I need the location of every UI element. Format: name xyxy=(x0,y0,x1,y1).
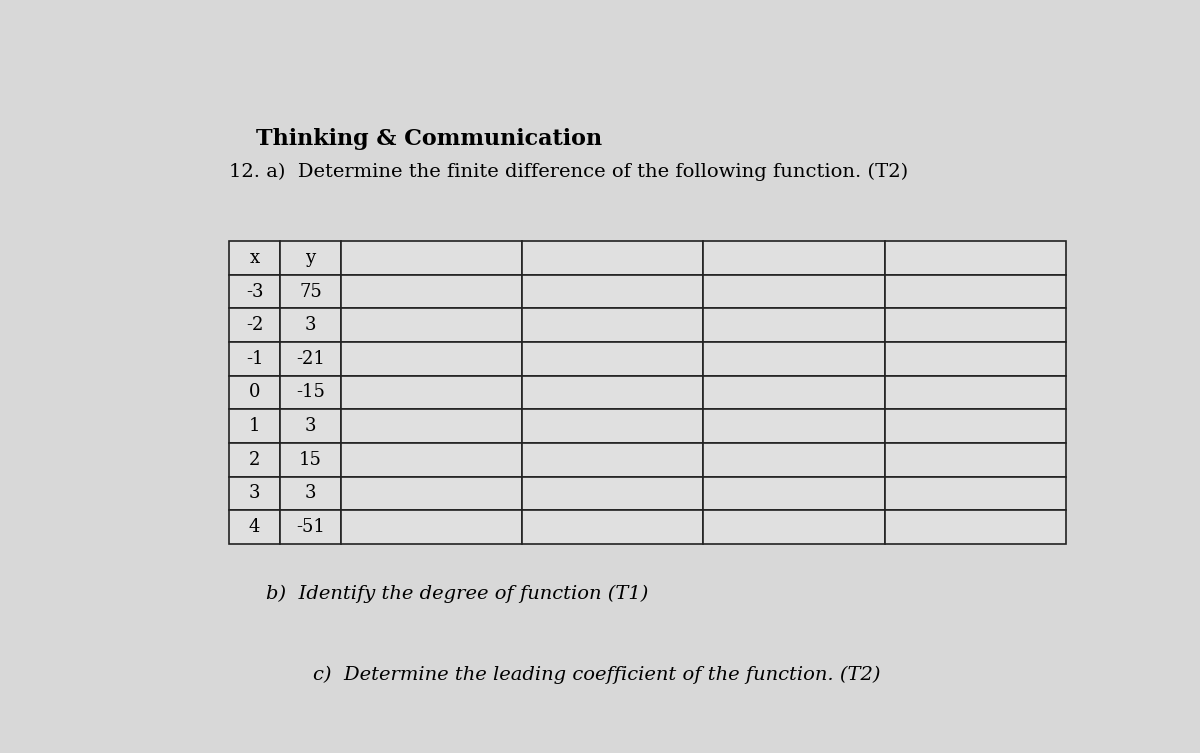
Text: b)  Identify the degree of function (T1): b) Identify the degree of function (T1) xyxy=(266,584,649,602)
Bar xyxy=(229,477,281,510)
Bar xyxy=(281,241,341,275)
Text: -3: -3 xyxy=(246,282,263,300)
Bar xyxy=(229,342,281,376)
Bar xyxy=(341,477,522,510)
Bar xyxy=(703,443,884,477)
Bar xyxy=(522,241,703,275)
Bar xyxy=(884,443,1066,477)
Bar xyxy=(229,443,281,477)
Text: 3: 3 xyxy=(305,484,316,502)
Bar xyxy=(281,477,341,510)
Text: 12. a)  Determine the finite difference of the following function. (T2): 12. a) Determine the finite difference o… xyxy=(229,163,908,181)
Bar xyxy=(229,275,281,309)
Bar xyxy=(341,376,522,410)
Bar xyxy=(341,443,522,477)
Bar xyxy=(281,410,341,443)
Text: x: x xyxy=(250,249,259,267)
Bar xyxy=(229,309,281,342)
Bar xyxy=(522,477,703,510)
Bar xyxy=(884,376,1066,410)
Bar xyxy=(884,241,1066,275)
Bar xyxy=(522,376,703,410)
Bar xyxy=(281,309,341,342)
Bar xyxy=(703,309,884,342)
Bar xyxy=(703,241,884,275)
Bar xyxy=(229,410,281,443)
Bar xyxy=(703,510,884,544)
Bar xyxy=(341,410,522,443)
Bar xyxy=(522,275,703,309)
Bar xyxy=(522,443,703,477)
Bar xyxy=(522,342,703,376)
Bar xyxy=(703,477,884,510)
Bar xyxy=(341,275,522,309)
Bar xyxy=(884,510,1066,544)
Bar xyxy=(281,443,341,477)
Text: 3: 3 xyxy=(305,417,316,435)
Bar xyxy=(229,510,281,544)
Bar xyxy=(281,275,341,309)
Text: 75: 75 xyxy=(299,282,322,300)
Bar xyxy=(341,342,522,376)
Bar xyxy=(341,309,522,342)
Text: -1: -1 xyxy=(246,350,263,367)
Bar xyxy=(281,510,341,544)
Text: 3: 3 xyxy=(305,316,316,334)
Bar xyxy=(884,309,1066,342)
Text: -15: -15 xyxy=(296,383,325,401)
Text: 1: 1 xyxy=(248,417,260,435)
Text: -2: -2 xyxy=(246,316,263,334)
Text: -21: -21 xyxy=(296,350,325,367)
Bar xyxy=(281,376,341,410)
Text: 2: 2 xyxy=(248,451,260,468)
Bar xyxy=(884,410,1066,443)
Bar xyxy=(703,376,884,410)
Text: c)  Determine the leading coefficient of the function. (T2): c) Determine the leading coefficient of … xyxy=(313,666,881,684)
Bar xyxy=(281,342,341,376)
Bar xyxy=(229,241,281,275)
Bar xyxy=(703,275,884,309)
Bar xyxy=(522,410,703,443)
Bar xyxy=(341,241,522,275)
Bar xyxy=(884,342,1066,376)
Text: 15: 15 xyxy=(299,451,322,468)
Bar xyxy=(884,275,1066,309)
Text: 0: 0 xyxy=(248,383,260,401)
Bar xyxy=(703,410,884,443)
Bar xyxy=(341,510,522,544)
Text: 4: 4 xyxy=(248,518,260,536)
Text: -51: -51 xyxy=(296,518,325,536)
Text: Thinking & Communication: Thinking & Communication xyxy=(256,128,602,150)
Bar xyxy=(884,477,1066,510)
Text: y: y xyxy=(305,249,316,267)
Bar xyxy=(522,309,703,342)
Bar xyxy=(229,376,281,410)
Bar xyxy=(522,510,703,544)
Bar xyxy=(703,342,884,376)
Text: 3: 3 xyxy=(248,484,260,502)
